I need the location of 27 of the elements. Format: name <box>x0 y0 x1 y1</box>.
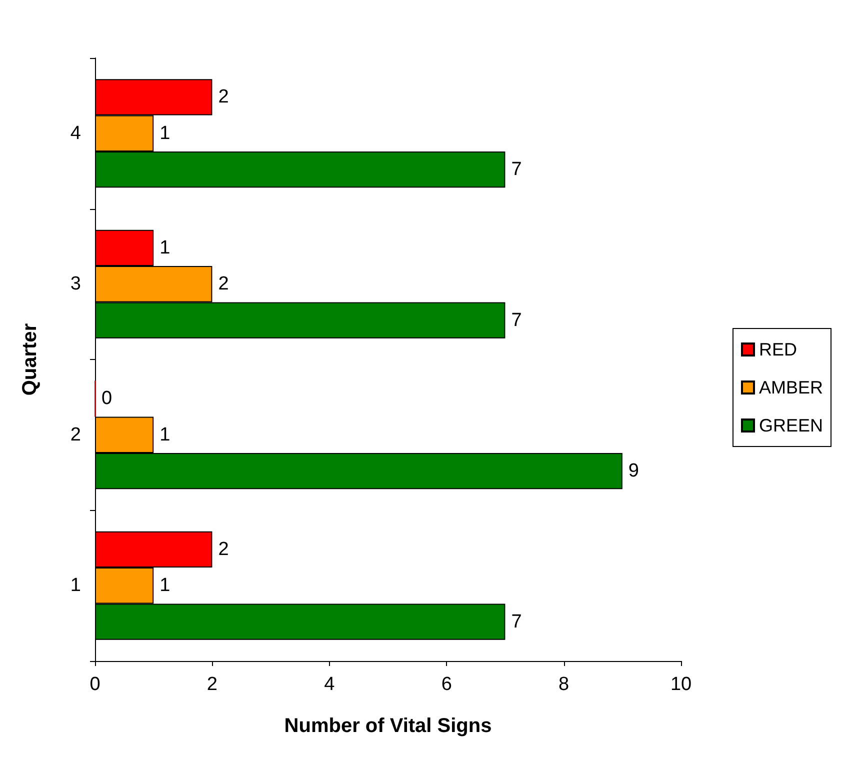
data-label: 2 <box>218 86 229 108</box>
x-tick-label: 8 <box>558 674 570 695</box>
x-tick-label: 2 <box>206 674 218 695</box>
x-tick-label: 6 <box>441 674 452 695</box>
data-label: 1 <box>160 575 170 596</box>
x-tick-label: 4 <box>324 674 336 695</box>
data-label: 1 <box>160 237 170 258</box>
data-label: 7 <box>511 159 522 180</box>
data-label: 1 <box>160 424 170 446</box>
data-label: 7 <box>511 611 522 632</box>
legend-label: GREEN <box>758 416 824 436</box>
data-label: 2 <box>218 274 229 295</box>
data-label: 0 <box>102 388 112 410</box>
y-tick-label: 1 <box>70 575 81 596</box>
y-axis-title: Quarter <box>19 323 41 396</box>
data-label: 7 <box>511 310 522 331</box>
legend-label: AMBER <box>758 378 824 398</box>
y-tick-label: 2 <box>70 424 81 446</box>
data-label: 1 <box>160 122 170 144</box>
legend-label: RED <box>758 340 798 360</box>
x-tick-label: 0 <box>90 674 100 695</box>
y-tick-label: 4 <box>70 122 82 144</box>
x-axis-title: Number of Vital Signs <box>284 715 492 737</box>
data-label: 9 <box>628 460 639 482</box>
data-label: 2 <box>218 538 229 560</box>
x-tick-label: 10 <box>670 674 692 695</box>
y-tick-label: 3 <box>70 274 81 295</box>
